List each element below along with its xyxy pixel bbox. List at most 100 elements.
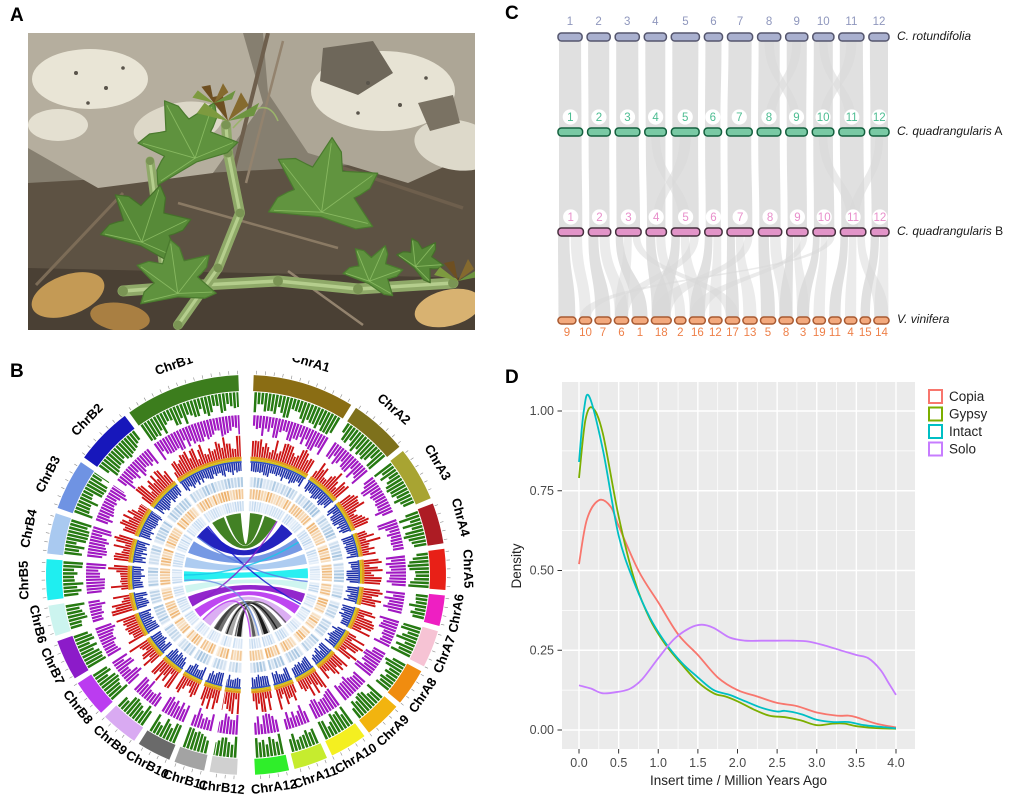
panel-d-label: D [505,367,519,388]
legend-label-solo: Solo [949,442,976,457]
plant [99,83,475,330]
legend-swatch-solo [928,441,943,457]
panel-a-label: A [10,5,24,26]
svg-text:10: 10 [579,327,592,339]
svg-text:1: 1 [567,16,573,28]
svg-text:ChrA4: ChrA4 [449,496,474,538]
legend-label-intact: Intact [949,424,982,439]
svg-text:V. vinifera: V. vinifera [897,312,950,326]
svg-text:19: 19 [813,327,826,339]
svg-text:4: 4 [653,212,660,224]
legend-label-copia: Copia [949,389,985,404]
svg-text:4: 4 [847,327,854,339]
circos-tracks: ChrA1ChrA2ChrA3ChrA4ChrA5ChrA6ChrA7ChrA8… [16,358,477,796]
svg-text:0.25: 0.25 [530,643,554,657]
svg-text:6: 6 [710,16,716,28]
svg-text:5: 5 [682,112,688,124]
svg-text:6: 6 [710,112,716,124]
svg-text:0.00: 0.00 [530,723,554,737]
density-curve-gypsy [578,406,897,730]
synteny-ribbons [558,41,889,317]
svg-text:7: 7 [600,327,606,339]
svg-text:10: 10 [817,112,830,124]
svg-text:11: 11 [846,112,858,124]
svg-text:15: 15 [859,327,872,339]
density-curve-solo [578,623,897,696]
svg-text:3: 3 [800,327,806,339]
legend-swatch-copia [928,389,943,404]
svg-text:12: 12 [873,112,886,124]
y-axis-title: Density [509,543,524,588]
svg-text:10: 10 [817,16,830,28]
svg-text:3: 3 [625,212,631,224]
svg-text:12: 12 [709,327,722,339]
svg-text:16: 16 [691,327,704,339]
svg-text:1: 1 [637,327,643,339]
plant-photo [28,33,475,330]
svg-text:ChrA6: ChrA6 [445,593,467,634]
svg-text:ChrB5: ChrB5 [16,561,32,600]
svg-text:8: 8 [783,327,789,339]
svg-text:ChrA1: ChrA1 [290,358,332,375]
svg-text:17: 17 [726,327,739,339]
svg-text:3: 3 [624,16,630,28]
svg-text:ChrB1: ChrB1 [153,358,195,378]
svg-text:11: 11 [845,16,857,28]
svg-text:5: 5 [682,16,688,28]
svg-text:1.5: 1.5 [689,756,706,770]
svg-text:ChrA2: ChrA2 [375,390,414,427]
legend-label-gypsy: Gypsy [949,407,988,422]
svg-text:ChrB4: ChrB4 [17,507,40,549]
svg-text:9: 9 [793,16,799,28]
svg-text:3.5: 3.5 [848,756,865,770]
svg-text:ChrB12: ChrB12 [198,777,246,796]
svg-text:4: 4 [652,16,659,28]
svg-text:ChrA5: ChrA5 [460,549,476,588]
svg-text:C. quadrangularis A: C. quadrangularis A [897,124,1002,138]
x-axis-title: Insert time / Million Years Ago [650,773,827,788]
svg-text:2: 2 [596,212,602,224]
svg-text:3.0: 3.0 [808,756,825,770]
svg-text:14: 14 [875,327,888,339]
svg-text:0.50: 0.50 [530,564,554,578]
dead-leaves [31,272,475,330]
svg-text:8: 8 [766,112,772,124]
svg-text:1.00: 1.00 [530,404,554,418]
legend-swatch-intact [928,424,943,439]
svg-text:4.0: 4.0 [887,756,904,770]
svg-text:ChrB3: ChrB3 [32,453,63,495]
svg-text:2: 2 [677,327,683,339]
svg-text:1.0: 1.0 [650,756,667,770]
density-plot: 0.0 0.5 1.0 1.5 2.0 2.5 3.0 3.5 4.0 0.00 0.25 0.50 0… [509,382,988,788]
svg-text:9: 9 [564,327,570,339]
chromosome-bars [557,32,890,325]
svg-text:5: 5 [682,212,688,224]
svg-text:8: 8 [767,212,773,224]
svg-text:ChrB6: ChrB6 [26,603,50,644]
twigs [34,33,464,327]
svg-text:11: 11 [829,327,841,339]
svg-text:12: 12 [873,16,886,28]
svg-text:ChrA12: ChrA12 [250,776,298,796]
svg-text:5: 5 [765,327,771,339]
svg-text:7: 7 [737,16,743,28]
svg-text:2: 2 [596,112,602,124]
svg-text:2: 2 [595,16,601,28]
svg-text:18: 18 [655,327,668,339]
svg-text:0.75: 0.75 [530,484,554,498]
svg-text:9: 9 [794,212,800,224]
svg-text:1: 1 [567,112,573,124]
svg-text:10: 10 [818,212,831,224]
svg-text:0.5: 0.5 [610,756,627,770]
svg-text:ChrA3: ChrA3 [422,442,455,483]
circos-plot: ChrA1ChrA2ChrA3ChrA4ChrA5ChrA6ChrA7ChrA8… [16,358,477,796]
panel-b-label: B [10,361,24,382]
plot-panel [562,382,915,749]
svg-text:2.0: 2.0 [729,756,746,770]
svg-text:C. quadrangularis B: C. quadrangularis B [897,224,1003,238]
svg-text:7: 7 [737,212,743,224]
density-curve-copia [578,498,897,729]
svg-text:8: 8 [766,16,772,28]
